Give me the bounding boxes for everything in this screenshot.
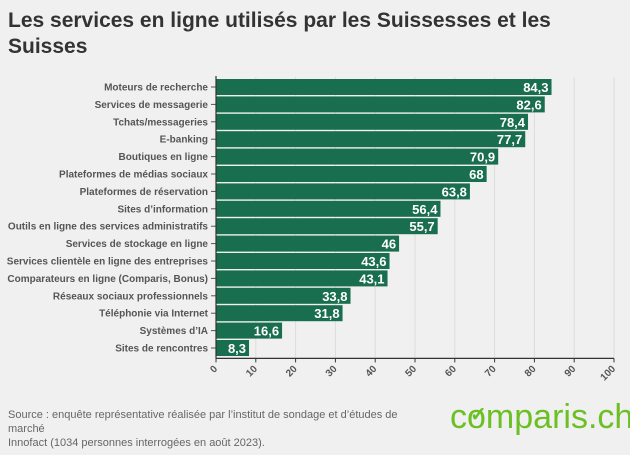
chart-title: Les services en ligne utilisés par les S… (8, 9, 551, 58)
category-label: Plateformes de réservation (80, 187, 208, 198)
comparis-logo: co ✓ mparis.ch (450, 398, 630, 436)
bar (216, 96, 545, 113)
value-label: 78,4 (500, 115, 526, 130)
source-line-1: Source : enquête représentative réalisée… (8, 409, 398, 435)
value-label: 82,6 (516, 97, 541, 112)
value-label: 33,8 (322, 289, 347, 304)
bar (216, 200, 441, 217)
category-label: E-banking (160, 135, 208, 146)
bar (216, 305, 343, 322)
category-label: Moteurs de recherche (104, 83, 208, 94)
x-tick-label: 0 (208, 363, 220, 375)
x-tick-label: 100 (599, 363, 619, 383)
x-tick-label: 10 (244, 363, 260, 379)
bar (216, 183, 470, 200)
bar (216, 340, 250, 356)
bar (216, 287, 351, 304)
value-label: 31,8 (314, 306, 339, 321)
x-tick-label: 20 (284, 363, 300, 379)
category-label: Sites d’information (117, 204, 208, 215)
category-label: Tchats/messageries (113, 117, 208, 128)
source-line-2: Innofact (1034 personnes interrogées en … (8, 437, 265, 449)
bar (216, 235, 400, 252)
x-tick-label: 30 (324, 363, 340, 379)
bar (216, 253, 390, 269)
bar (216, 113, 529, 130)
category-label: Services de messagerie (95, 100, 209, 111)
x-tick-label: 80 (523, 363, 539, 379)
category-label: Plateformes de médias sociaux (59, 170, 208, 181)
bar (216, 79, 552, 95)
value-label: 43,1 (359, 271, 384, 286)
category-label: Boutiques en ligne (119, 152, 209, 163)
value-label: 8,3 (228, 341, 246, 356)
value-label: 77,7 (497, 132, 522, 147)
value-label: 43,6 (361, 254, 386, 269)
value-label: 46 (382, 237, 396, 252)
bar (216, 322, 283, 339)
x-tick-label: 60 (443, 363, 459, 379)
value-label: 70,9 (470, 150, 495, 165)
category-label: Téléphonie via Internet (99, 309, 209, 320)
category-label: Systèmes d’IA (140, 326, 208, 337)
value-label: 55,7 (409, 219, 434, 234)
category-label: Outils en ligne des services administrat… (8, 222, 209, 233)
category-label: Comparateurs en ligne (Comparis, Bonus) (7, 274, 208, 285)
x-tick-label: 70 (483, 363, 499, 379)
value-label: 56,4 (412, 202, 438, 217)
value-label: 16,6 (254, 324, 279, 339)
bar (216, 148, 499, 165)
bar (216, 218, 438, 235)
x-tick-label: 50 (403, 363, 419, 379)
category-label: Services clientèle en ligne des entrepri… (7, 257, 209, 268)
x-tick-label: 90 (563, 363, 579, 379)
bar (216, 166, 487, 182)
value-label: 63,8 (442, 184, 467, 199)
source-note: Source : enquête représentative réalisée… (8, 408, 428, 450)
category-label: Services de stockage en ligne (66, 239, 209, 250)
category-label: Réseaux sociaux professionnels (53, 291, 209, 302)
category-label: Sites de rencontres (115, 344, 208, 355)
value-label: 84,3 (523, 80, 548, 95)
bar (216, 131, 526, 148)
bar (216, 270, 388, 287)
check-icon: ✓ (470, 404, 487, 426)
x-tick-label: 40 (364, 363, 380, 379)
value-label: 68 (469, 167, 483, 182)
